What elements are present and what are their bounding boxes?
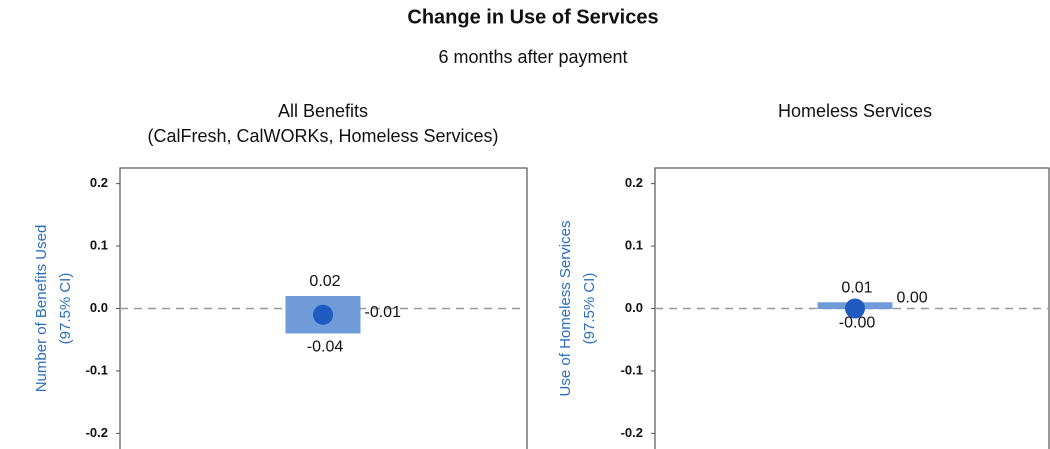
y-tick-label: -0.2	[86, 425, 108, 440]
panel-title: All Benefits	[278, 101, 368, 121]
y-tick-label: 0.1	[625, 237, 643, 252]
y-axis-label: Number of Benefits Used	[33, 225, 50, 393]
y-axis-label: (97.5% CI)	[581, 273, 598, 345]
y-tick-label: 0.0	[625, 300, 643, 315]
y-tick-label: -0.1	[621, 362, 643, 377]
y-tick-label: 0.0	[90, 300, 108, 315]
panel-title: Homeless Services	[778, 101, 932, 121]
y-tick-label: -0.2	[621, 425, 643, 440]
subtitle: 6 months after payment	[438, 47, 627, 67]
value-label: 0.02	[309, 273, 340, 290]
y-tick-label: 0.2	[625, 175, 643, 190]
y-tick-label: 0.2	[90, 175, 108, 190]
estimate-point	[845, 298, 865, 319]
y-axis-label: (97.5% CI)	[57, 273, 74, 345]
panel-title: (CalFresh, CalWORKs, Homeless Services)	[147, 126, 498, 146]
value-label: 0.01	[841, 279, 872, 296]
title: Change in Use of Services	[407, 6, 658, 28]
value-label: -0.00	[839, 314, 876, 331]
y-tick-label: -0.1	[86, 362, 108, 377]
value-label: 0.00	[897, 290, 928, 307]
y-tick-label: 0.1	[90, 237, 108, 252]
y-axis-label: Use of Homeless Services	[557, 221, 574, 397]
value-label: -0.01	[365, 304, 402, 321]
estimate-point	[313, 304, 333, 325]
value-label: -0.04	[307, 339, 344, 356]
